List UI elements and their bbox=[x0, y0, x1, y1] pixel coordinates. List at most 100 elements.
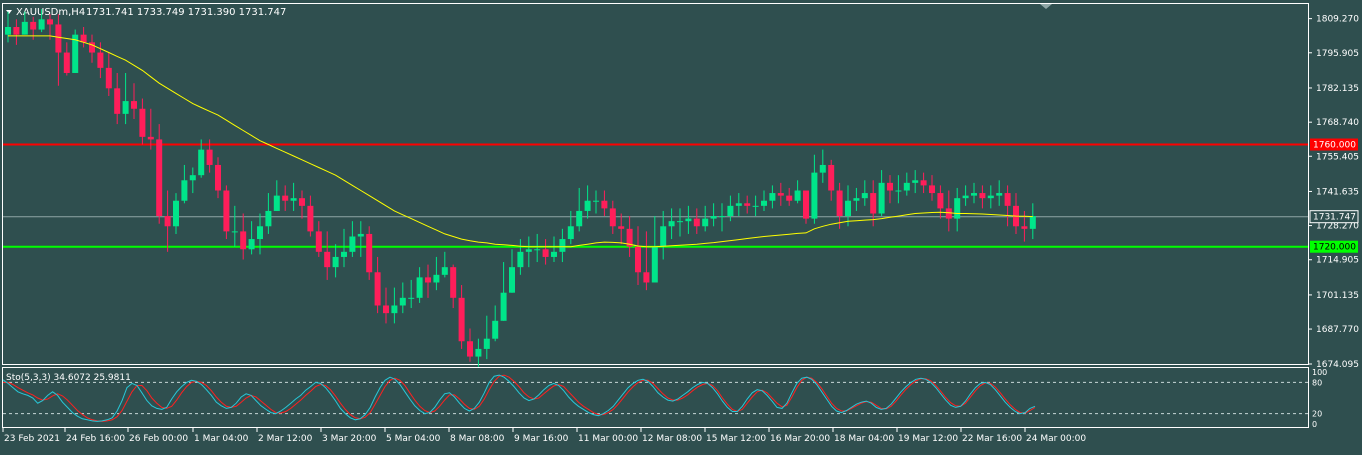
price-tick-label: 1782.135 bbox=[1316, 84, 1359, 94]
candle-bear bbox=[366, 233, 373, 273]
candle-bear bbox=[97, 52, 104, 68]
time-tick-label: 1 Mar 04:00 bbox=[194, 434, 249, 444]
time-tick-label: 9 Mar 16:00 bbox=[514, 434, 569, 444]
candle-bull bbox=[265, 210, 272, 227]
candle-bear bbox=[80, 34, 87, 43]
price-tick-label: 1714.905 bbox=[1316, 256, 1359, 266]
candle-bear bbox=[215, 164, 221, 191]
candle-bull bbox=[987, 195, 994, 199]
candle-bull bbox=[248, 239, 255, 250]
candle-bear bbox=[945, 208, 952, 219]
price-tick-label: 1755.405 bbox=[1316, 152, 1359, 162]
candle-bear bbox=[920, 180, 927, 186]
candle-bull bbox=[735, 203, 742, 206]
candle-bear bbox=[223, 190, 230, 232]
candle-bear bbox=[240, 231, 247, 250]
candle-bull bbox=[391, 305, 398, 314]
symbol-label: XAUUSDm,H4 bbox=[16, 7, 85, 18]
candle-bear bbox=[383, 305, 389, 314]
stochastic-scale-label: 20 bbox=[1312, 410, 1322, 419]
candles bbox=[5, 9, 1036, 367]
candle-bull bbox=[853, 198, 860, 201]
moving-average bbox=[8, 35, 1033, 248]
candle-bear bbox=[870, 193, 877, 214]
candle-bull bbox=[861, 193, 868, 199]
candle-bear bbox=[937, 193, 944, 209]
candle-bull bbox=[727, 205, 734, 217]
price-tick-label: 1728.270 bbox=[1316, 222, 1359, 232]
candle-bear bbox=[307, 205, 314, 232]
time-tick-label: 12 Mar 08:00 bbox=[642, 434, 702, 444]
candle-bull bbox=[996, 193, 1003, 196]
candle-bear bbox=[635, 246, 641, 273]
bid-price-tag bbox=[1309, 210, 1359, 224]
candle-bull bbox=[38, 19, 45, 30]
candle-bull bbox=[475, 348, 482, 357]
candle-bull bbox=[971, 193, 977, 196]
candle-bull bbox=[5, 26, 11, 35]
candle-bear bbox=[425, 277, 431, 283]
time-tick-label: 19 Mar 12:00 bbox=[898, 434, 958, 444]
candle-bull bbox=[509, 267, 515, 293]
candle-bull bbox=[811, 172, 818, 219]
candle-bull bbox=[408, 297, 415, 299]
candle-bear bbox=[979, 193, 986, 199]
candle-bear bbox=[828, 164, 835, 191]
candle-bull bbox=[584, 200, 591, 211]
candle-bear bbox=[1004, 193, 1011, 206]
candle-bull bbox=[685, 218, 692, 222]
time-tick-label: 2 Mar 12:00 bbox=[258, 434, 313, 444]
candle-bear bbox=[30, 21, 37, 30]
candle-bull bbox=[72, 34, 79, 73]
candle-bull bbox=[1029, 216, 1036, 229]
candle-bear bbox=[618, 226, 625, 229]
one-click-trading-collapse-icon[interactable] bbox=[1040, 4, 1052, 9]
candle-bear bbox=[803, 190, 809, 219]
candle-bear bbox=[13, 26, 20, 35]
time-tick-label: 15 Mar 12:00 bbox=[706, 434, 766, 444]
time-axis[interactable]: 23 Feb 2021 24 Feb 16:00 26 Feb 00:00 1 Mar… bbox=[2, 428, 1086, 444]
time-tick-label: 8 Mar 08:00 bbox=[450, 434, 505, 444]
candle-bear bbox=[164, 216, 171, 227]
candle-bull bbox=[441, 267, 448, 275]
candle-bear bbox=[89, 42, 95, 53]
price-axis[interactable]: 1809.270 1795.905 1782.135 1768.740 1755.405… bbox=[1308, 15, 1359, 370]
stochastic-scale-label: 100 bbox=[1312, 368, 1327, 377]
symbol-dropdown-icon[interactable] bbox=[6, 10, 12, 14]
candle-bull bbox=[399, 297, 406, 306]
candle-bull bbox=[173, 200, 179, 227]
candle-bear bbox=[105, 67, 112, 89]
candle-bear bbox=[450, 267, 457, 298]
candle-bull bbox=[752, 205, 759, 207]
candle-bull bbox=[710, 216, 717, 219]
candle-bear bbox=[47, 19, 53, 25]
stochastic-signal-line bbox=[3, 374, 1036, 422]
candle-bull bbox=[668, 221, 675, 227]
time-tick-label: 24 Mar 00:00 bbox=[1026, 434, 1086, 444]
candle-bull bbox=[198, 149, 205, 176]
candle-bear bbox=[458, 297, 465, 342]
candle-bull bbox=[290, 198, 297, 201]
candle-bull bbox=[559, 239, 566, 252]
candle-bear bbox=[206, 149, 213, 165]
level-price-tag bbox=[1310, 240, 1358, 253]
candle-bear bbox=[299, 198, 305, 206]
candle-bull bbox=[702, 218, 709, 227]
time-tick-label: 11 Mar 00:00 bbox=[578, 434, 638, 444]
price-tick-label: 1687.770 bbox=[1316, 325, 1359, 335]
candle-bull bbox=[349, 236, 356, 252]
candle-bear bbox=[63, 52, 70, 73]
candle-bull bbox=[416, 277, 423, 298]
time-tick-label: 18 Mar 04:00 bbox=[834, 434, 894, 444]
candle-bear bbox=[693, 218, 700, 227]
candle-bull bbox=[257, 226, 263, 240]
candle-bull bbox=[273, 195, 280, 211]
candle-bull bbox=[794, 190, 801, 201]
main-panel-frame bbox=[2, 3, 1309, 365]
price-tick-label: 1795.905 bbox=[1316, 49, 1359, 59]
candle-bull bbox=[433, 274, 440, 283]
candle-bear bbox=[156, 139, 163, 217]
candle-bear bbox=[315, 231, 322, 252]
